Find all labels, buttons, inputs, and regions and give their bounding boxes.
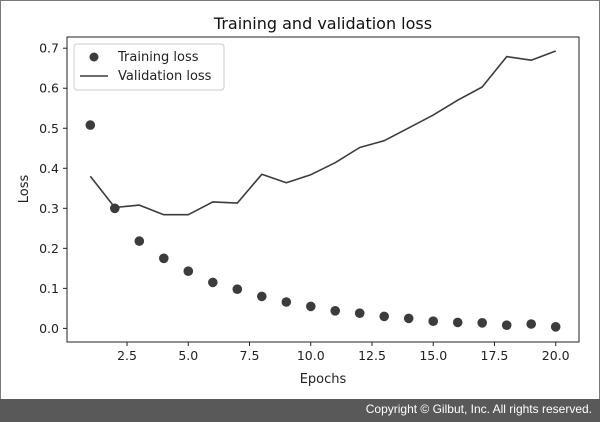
validation-loss-line <box>89 50 556 216</box>
legend-label-validation: Validation loss <box>118 69 212 84</box>
training-loss-point <box>452 317 463 328</box>
y-tick-label: 0.1 <box>39 281 59 296</box>
training-loss-point <box>550 322 561 332</box>
y-tick-label: 0.6 <box>39 81 59 96</box>
y-tick-label: 0.0 <box>39 321 59 336</box>
copyright-text: Copyright © Gilbut, Inc. All rights rese… <box>365 402 592 416</box>
x-tick-label: 20.0 <box>542 348 570 363</box>
training-loss-point <box>257 291 267 302</box>
legend: Training loss Validation loss <box>73 43 225 91</box>
x-axis: 2.5 5.0 7.5 10.0 12.5 15.0 17.5 20.0 <box>117 342 570 363</box>
training-loss-point <box>477 318 488 328</box>
training-loss-point <box>183 266 194 277</box>
y-axis: 0.0 0.1 0.2 0.3 0.4 0.5 0.6 0.7 <box>39 41 67 336</box>
legend-box <box>73 43 225 91</box>
training-loss-point <box>85 120 96 130</box>
chart-title: Training and validation loss <box>213 14 432 33</box>
x-axis-title: Epochs <box>300 372 347 387</box>
y-tick-label: 0.4 <box>39 161 59 176</box>
training-loss-point <box>501 320 512 331</box>
y-tick-label: 0.2 <box>39 241 59 256</box>
series-layer <box>85 50 561 332</box>
x-tick-label: 2.5 <box>117 348 137 363</box>
training-loss-point <box>306 301 316 312</box>
y-tick-label: 0.3 <box>39 201 59 216</box>
training-loss-point <box>403 313 414 324</box>
training-loss-point <box>281 297 292 307</box>
training-loss-point <box>354 308 365 319</box>
x-tick-label: 10.0 <box>297 348 325 363</box>
legend-marker-training <box>89 52 99 62</box>
training-loss-point <box>379 311 390 322</box>
training-loss-point <box>134 236 145 246</box>
x-tick-label: 5.0 <box>178 348 198 363</box>
x-tick-label: 7.5 <box>240 348 260 363</box>
training-loss-point <box>428 316 439 327</box>
y-axis-title: Loss <box>17 175 32 204</box>
plot-area <box>66 36 580 343</box>
x-tick-label: 17.5 <box>481 348 509 363</box>
training-loss-point <box>159 253 169 264</box>
x-tick-label: 15.0 <box>419 348 447 363</box>
x-tick-label: 12.5 <box>358 348 386 363</box>
training-loss-point <box>330 306 341 316</box>
training-loss-point <box>526 319 536 329</box>
figure-frame: Training and validation loss 2.5 5.0 7.5 10… <box>0 0 600 400</box>
loss-chart: Training and validation loss 2.5 5.0 7.5 10… <box>17 14 580 387</box>
y-tick-label: 0.5 <box>39 121 59 136</box>
y-tick-label: 0.7 <box>39 41 59 56</box>
training-loss-point <box>208 277 218 288</box>
training-loss-point <box>232 284 243 295</box>
legend-label-training: Training loss <box>117 50 199 65</box>
footer-bar: Copyright © Gilbut, Inc. All rights rese… <box>0 399 600 422</box>
